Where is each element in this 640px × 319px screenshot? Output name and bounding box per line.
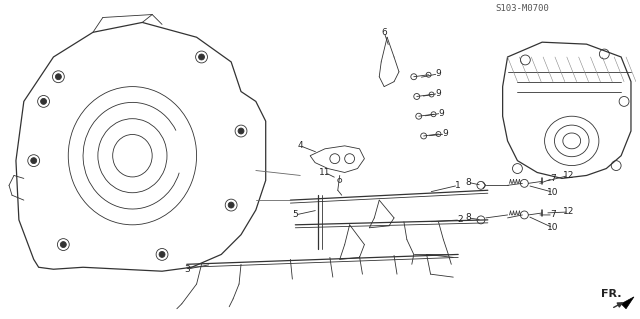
Circle shape bbox=[40, 99, 47, 104]
Polygon shape bbox=[621, 297, 634, 309]
Circle shape bbox=[238, 128, 244, 134]
Text: 3: 3 bbox=[184, 265, 189, 274]
Text: 9: 9 bbox=[436, 69, 442, 78]
Circle shape bbox=[56, 74, 61, 80]
Text: 1: 1 bbox=[455, 181, 461, 190]
Text: 11: 11 bbox=[319, 168, 331, 177]
Text: 12: 12 bbox=[563, 171, 575, 180]
Text: 10: 10 bbox=[547, 223, 559, 232]
Circle shape bbox=[159, 251, 165, 257]
Text: 9: 9 bbox=[436, 89, 442, 98]
Text: 9: 9 bbox=[438, 109, 444, 118]
Text: 4: 4 bbox=[298, 141, 303, 150]
Text: FR.: FR. bbox=[602, 289, 622, 299]
Text: 6: 6 bbox=[381, 28, 387, 37]
Circle shape bbox=[31, 158, 36, 164]
Text: 5: 5 bbox=[292, 211, 298, 219]
Text: 7: 7 bbox=[550, 174, 556, 183]
Text: 12: 12 bbox=[563, 207, 575, 217]
Text: 2: 2 bbox=[458, 215, 463, 224]
Text: 8: 8 bbox=[465, 213, 471, 222]
Text: 10: 10 bbox=[547, 188, 559, 197]
Circle shape bbox=[228, 202, 234, 208]
Text: 7: 7 bbox=[550, 211, 556, 219]
Text: 8: 8 bbox=[465, 178, 471, 187]
Text: 9: 9 bbox=[442, 130, 448, 138]
Text: S103-M0700: S103-M0700 bbox=[496, 4, 550, 12]
Circle shape bbox=[60, 241, 67, 248]
Circle shape bbox=[198, 54, 205, 60]
